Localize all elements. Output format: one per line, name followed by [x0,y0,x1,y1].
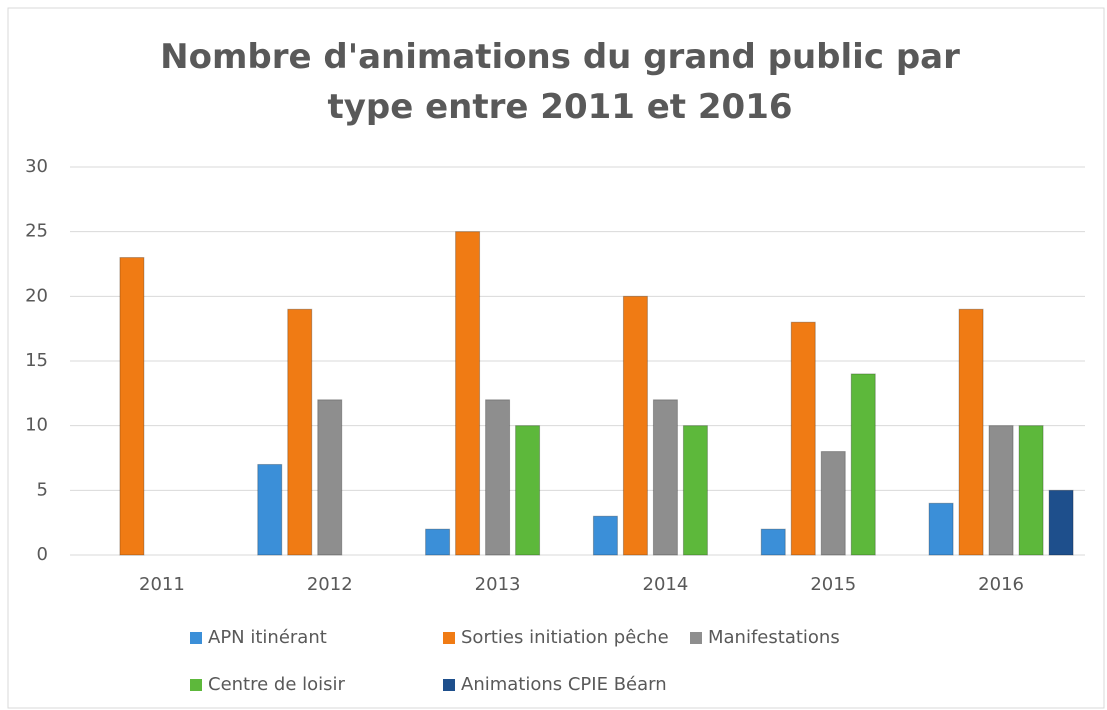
y-tick-label: 10 [25,415,48,436]
legend-swatch [190,679,202,691]
x-tick-label: 2014 [643,574,689,595]
bar [760,528,786,556]
bar [958,308,984,556]
x-tick-label: 2013 [475,574,521,595]
bar [652,399,678,556]
legend-swatch [443,679,455,691]
legend-label: APN itinérant [208,627,327,648]
bar [988,425,1014,556]
bar [850,373,876,556]
legend-swatch [190,632,202,644]
bar [682,425,708,556]
bar [1048,489,1074,556]
legend-swatch [443,632,455,644]
y-tick-label: 15 [25,350,48,371]
bar [928,502,954,556]
x-tick-label: 2015 [810,574,856,595]
bar [820,451,846,556]
bar [317,399,343,556]
bar [622,295,648,556]
chart-title: Nombre d'animations du grand public par … [160,37,960,127]
legend-label: Centre de loisir [208,674,346,695]
x-tick-label: 2016 [978,574,1024,595]
bar [485,399,511,556]
bar [119,257,145,556]
bar [257,463,283,556]
y-tick-label: 25 [25,221,48,242]
bar [425,528,451,556]
x-tick-label: 2011 [139,574,185,595]
bar [592,515,618,556]
bar [515,425,541,556]
legend-label: Sorties initiation pêche [461,627,669,648]
legend-swatch [690,632,702,644]
bar [287,308,313,556]
x-tick-label: 2012 [307,574,353,595]
chart-frame [7,7,1105,709]
legend-label: Animations CPIE Béarn [461,674,667,695]
y-tick-label: 5 [37,479,48,500]
y-tick-label: 20 [25,285,48,306]
y-tick-label: 30 [25,156,48,177]
bar [790,321,816,556]
bar [1018,425,1044,556]
bar [455,231,481,556]
y-tick-label: 0 [37,544,48,565]
legend-label: Manifestations [708,627,840,648]
